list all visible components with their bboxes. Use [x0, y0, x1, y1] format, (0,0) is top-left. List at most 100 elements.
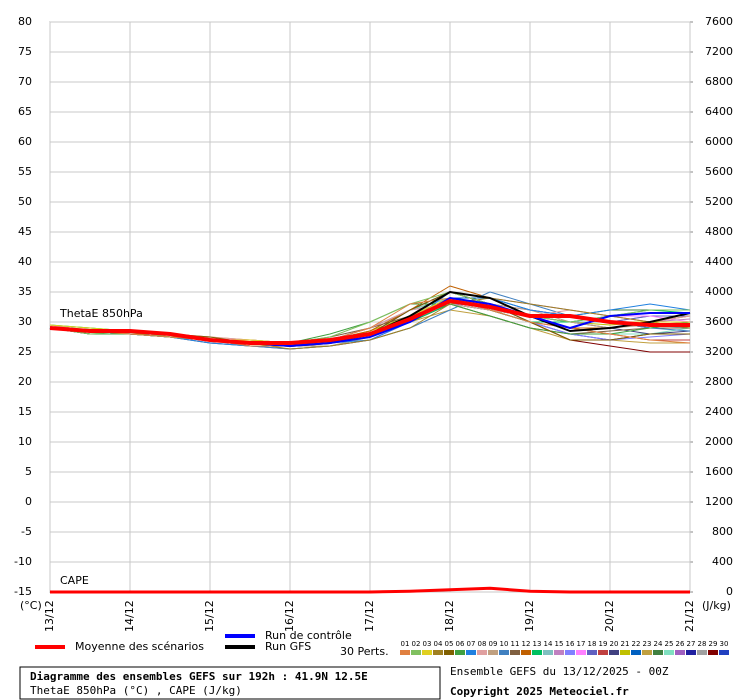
- legend-swatch: [631, 650, 641, 655]
- legend-label: 08: [478, 640, 487, 648]
- legend-swatch: [477, 650, 487, 655]
- legend-label: 16: [566, 640, 575, 648]
- perts-label: 30 Perts.: [340, 645, 389, 658]
- y-tick-label: 25: [18, 345, 32, 358]
- legend-swatch: [697, 650, 707, 655]
- legend-label: 07: [467, 640, 476, 648]
- legend-swatch: [400, 650, 410, 655]
- legend-swatch: [576, 650, 586, 655]
- x-tick-label: 18/12: [443, 600, 456, 632]
- legend-swatch: [433, 650, 443, 655]
- x-tick-label: 16/12: [283, 600, 296, 632]
- x-tick-label: 21/12: [683, 600, 696, 632]
- legend-label: 03: [423, 640, 432, 648]
- legend-label: 26: [676, 640, 685, 648]
- legend-swatch: [411, 650, 421, 655]
- y-tick-label: 30: [18, 315, 32, 328]
- chart-title: Diagramme des ensembles GEFS sur 192h : …: [30, 670, 368, 683]
- y-axis-unit: (°C): [20, 599, 42, 612]
- legend-label: 23: [643, 640, 652, 648]
- y2-tick-label: 3200: [705, 345, 733, 358]
- series-line: [49, 299, 690, 345]
- y2-tick-label: 4400: [705, 255, 733, 268]
- y-tick-label: 65: [18, 105, 32, 118]
- run-label: Ensemble GEFS du 13/12/2025 - 00Z: [450, 665, 669, 678]
- legend-label: 18: [588, 640, 597, 648]
- y2-tick-label: 6800: [705, 75, 733, 88]
- legend-label: 14: [544, 640, 553, 648]
- legend-swatch: [620, 650, 630, 655]
- x-tick-label: 13/12: [43, 600, 56, 632]
- y-tick-label: 80: [18, 15, 32, 28]
- y2-tick-label: 4800: [705, 225, 733, 238]
- y-tick-label: 20: [18, 375, 32, 388]
- legend-label: 21: [621, 640, 630, 648]
- legend-label: Run de contrôle: [265, 629, 352, 642]
- legend-swatch: [455, 650, 465, 655]
- legend-swatch: [675, 650, 685, 655]
- y-tick-label: 70: [18, 75, 32, 88]
- legend-label: Moyenne des scénarios: [75, 640, 204, 653]
- cape-line: [50, 586, 690, 594]
- legend-label: 19: [599, 640, 608, 648]
- y2-tick-label: 800: [712, 525, 733, 538]
- y-tick-label: 50: [18, 195, 32, 208]
- y-tick-label: 40: [18, 255, 32, 268]
- legend-label: 28: [698, 640, 707, 648]
- legend-swatch: [499, 650, 509, 655]
- legend-swatch: [554, 650, 564, 655]
- x-tick-label: 20/12: [603, 600, 616, 632]
- legend-label: 27: [687, 640, 696, 648]
- y2-tick-label: 6000: [705, 135, 733, 148]
- x-tick-label: 19/12: [523, 600, 536, 632]
- legend-swatch: [598, 650, 608, 655]
- legend-swatch: [664, 650, 674, 655]
- legend-swatch: [653, 650, 663, 655]
- y2-tick-label: 4000: [705, 285, 733, 298]
- y-tick-label: 55: [18, 165, 32, 178]
- legend-swatch: [587, 650, 597, 655]
- legend-label: 15: [555, 640, 564, 648]
- title-box: [19, 666, 441, 700]
- x-tick-label: 15/12: [203, 600, 216, 632]
- legend-swatch: [510, 650, 520, 655]
- legend-label: Run GFS: [265, 640, 311, 653]
- copyright: Copyright 2025 Meteociel.fr: [450, 685, 629, 698]
- legend-swatch: [708, 650, 718, 655]
- y-tick-label: 5: [25, 465, 32, 478]
- annotation: ThetaE 850hPa: [59, 307, 143, 320]
- legend-swatch: [543, 650, 553, 655]
- y2-tick-label: 1200: [705, 495, 733, 508]
- annotation: CAPE: [60, 574, 89, 587]
- legend-label: 06: [456, 640, 465, 648]
- legend-label: 02: [412, 640, 421, 648]
- y-tick-label: 75: [18, 45, 32, 58]
- legend-label: 20: [610, 640, 619, 648]
- legend-label: 05: [445, 640, 454, 648]
- y2-tick-label: 0: [726, 585, 733, 598]
- legend-label: 01: [401, 640, 410, 648]
- y2-tick-label: 7200: [705, 45, 733, 58]
- y2-tick-label: 6400: [705, 105, 733, 118]
- y2-tick-label: 2400: [705, 405, 733, 418]
- y-tick-label: 0: [25, 495, 32, 508]
- legend-swatch: [565, 650, 575, 655]
- legend-label: 25: [665, 640, 674, 648]
- y-tick-label: -5: [21, 525, 32, 538]
- legend-label: 29: [709, 640, 718, 648]
- legend-swatch: [719, 650, 729, 655]
- y2-tick-label: 2000: [705, 435, 733, 448]
- legend-swatch: [642, 650, 652, 655]
- legend-swatch: [532, 650, 542, 655]
- legend-swatch: [466, 650, 476, 655]
- legend-label: 22: [632, 640, 641, 648]
- legend-swatch: [422, 650, 432, 655]
- y-tick-label: -10: [14, 555, 32, 568]
- legend-swatch: [444, 650, 454, 655]
- y2-axis-unit: (J/kg): [702, 599, 731, 612]
- legend-label: 12: [522, 640, 531, 648]
- y2-tick-label: 3600: [705, 315, 733, 328]
- y-tick-label: 35: [18, 285, 32, 298]
- legend-swatch: [686, 650, 696, 655]
